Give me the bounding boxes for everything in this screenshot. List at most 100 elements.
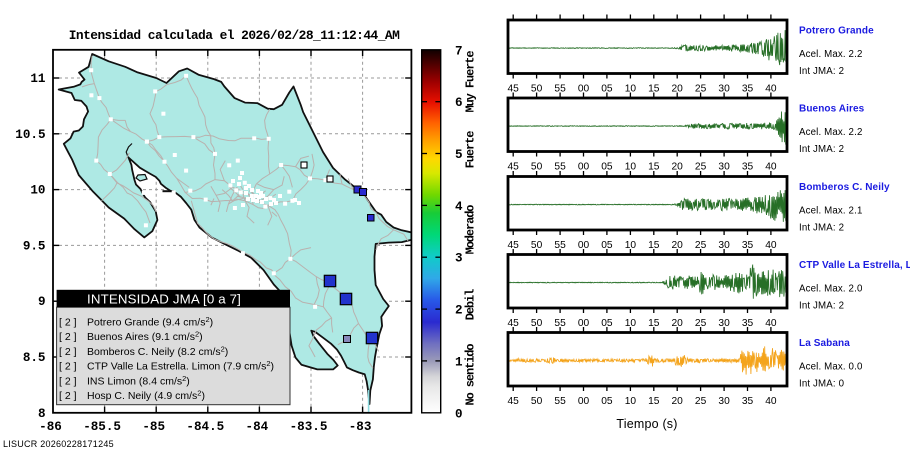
svg-text:15: 15 bbox=[648, 318, 660, 329]
svg-text:45: 45 bbox=[508, 161, 520, 172]
svg-text:INTENSIDAD JMA [0 a 7]: INTENSIDAD JMA [0 a 7] bbox=[87, 292, 241, 307]
svg-text:[ 2 ]: [ 2 ] bbox=[59, 361, 77, 373]
svg-text:-85: -85 bbox=[142, 420, 165, 434]
svg-text:50: 50 bbox=[531, 161, 543, 172]
svg-text:Potrero Grande: Potrero Grande bbox=[799, 25, 874, 36]
svg-text:45: 45 bbox=[508, 396, 520, 407]
svg-text:[ 2 ]: [ 2 ] bbox=[59, 317, 77, 329]
svg-text:Acel. Max. 2.2: Acel. Max. 2.2 bbox=[799, 127, 862, 138]
svg-text:Buenos Aires: Buenos Aires bbox=[799, 103, 865, 114]
svg-text:40: 40 bbox=[765, 240, 777, 251]
svg-text:Int JMA: 0: Int JMA: 0 bbox=[799, 379, 845, 390]
svg-text:-86: -86 bbox=[39, 420, 62, 434]
svg-text:1: 1 bbox=[455, 355, 463, 369]
svg-text:2: 2 bbox=[455, 304, 463, 318]
svg-text:6: 6 bbox=[455, 96, 463, 110]
svg-text:9: 9 bbox=[38, 295, 46, 309]
svg-text:-83.5: -83.5 bbox=[290, 420, 328, 434]
svg-text:11: 11 bbox=[30, 72, 46, 86]
svg-text:25: 25 bbox=[695, 318, 707, 329]
svg-text:10: 10 bbox=[625, 240, 637, 251]
svg-text:15: 15 bbox=[648, 83, 660, 94]
svg-text:10: 10 bbox=[625, 83, 637, 94]
svg-text:05: 05 bbox=[601, 161, 613, 172]
svg-text:55: 55 bbox=[554, 240, 566, 251]
svg-text:Acel. Max. 2.0: Acel. Max. 2.0 bbox=[799, 283, 863, 294]
svg-text:Tiempo (s): Tiempo (s) bbox=[616, 417, 677, 431]
svg-text:[ 2 ]: [ 2 ] bbox=[59, 390, 77, 402]
svg-text:55: 55 bbox=[554, 83, 566, 94]
svg-text:Intensidad calculada el 2026/0: Intensidad calculada el 2026/02/28_11:12… bbox=[69, 28, 400, 43]
svg-text:7: 7 bbox=[455, 44, 463, 58]
svg-text:5: 5 bbox=[455, 148, 463, 162]
svg-text:Int JMA: 2: Int JMA: 2 bbox=[799, 223, 844, 234]
svg-text:00: 00 bbox=[578, 83, 590, 94]
svg-text:3: 3 bbox=[455, 252, 463, 266]
svg-text:00: 00 bbox=[578, 396, 590, 407]
svg-text:10: 10 bbox=[30, 184, 45, 198]
svg-text:20: 20 bbox=[672, 83, 684, 94]
svg-text:35: 35 bbox=[742, 318, 754, 329]
svg-text:25: 25 bbox=[695, 83, 707, 94]
svg-text:9.5: 9.5 bbox=[23, 239, 46, 253]
svg-text:-84: -84 bbox=[246, 420, 269, 434]
svg-text:35: 35 bbox=[742, 396, 754, 407]
svg-text:50: 50 bbox=[531, 240, 543, 251]
svg-text:Acel. Max. 2.1: Acel. Max. 2.1 bbox=[799, 205, 862, 216]
svg-text:Acel. Max. 2.2: Acel. Max. 2.2 bbox=[799, 49, 862, 60]
svg-text:35: 35 bbox=[742, 240, 754, 251]
svg-text:Int JMA: 2: Int JMA: 2 bbox=[799, 301, 844, 312]
svg-text:55: 55 bbox=[554, 161, 566, 172]
svg-text:25: 25 bbox=[695, 396, 707, 407]
svg-text:35: 35 bbox=[742, 161, 754, 172]
svg-text:Int JMA: 2: Int JMA: 2 bbox=[799, 66, 844, 77]
svg-text:Bomberos C. Neily (8.2 cm/s2): Bomberos C. Neily (8.2 cm/s2) bbox=[87, 344, 228, 358]
svg-text:Hosp C. Neily (4.9 cm/s2): Hosp C. Neily (4.9 cm/s2) bbox=[87, 389, 205, 403]
svg-text:8: 8 bbox=[38, 407, 46, 421]
svg-text:CTP Valle La Estrella, L: CTP Valle La Estrella, L bbox=[799, 260, 910, 271]
svg-text:10.5: 10.5 bbox=[15, 128, 45, 142]
svg-text:Fuerte: Fuerte bbox=[464, 131, 478, 169]
svg-text:Debil: Debil bbox=[464, 289, 478, 320]
svg-text:00: 00 bbox=[578, 161, 590, 172]
svg-text:45: 45 bbox=[508, 83, 520, 94]
svg-text:05: 05 bbox=[601, 318, 613, 329]
svg-text:50: 50 bbox=[531, 83, 543, 94]
svg-text:LISUCR 20260228171245: LISUCR 20260228171245 bbox=[3, 439, 114, 449]
svg-text:[ 2 ]: [ 2 ] bbox=[59, 346, 77, 358]
svg-text:No sentido: No sentido bbox=[464, 344, 478, 406]
svg-text:-83: -83 bbox=[349, 420, 372, 434]
svg-text:Muy Fuerte: Muy Fuerte bbox=[464, 51, 478, 113]
svg-text:45: 45 bbox=[508, 240, 520, 251]
svg-text:20: 20 bbox=[672, 240, 684, 251]
svg-text:[ 2 ]: [ 2 ] bbox=[59, 375, 77, 387]
svg-text:CTP Valle La Estrella. Limon (: CTP Valle La Estrella. Limon (7.9 cm/s2) bbox=[87, 359, 274, 373]
svg-text:35: 35 bbox=[742, 83, 754, 94]
svg-text:55: 55 bbox=[554, 396, 566, 407]
svg-text:15: 15 bbox=[648, 240, 660, 251]
svg-text:05: 05 bbox=[601, 396, 613, 407]
svg-text:15: 15 bbox=[648, 161, 660, 172]
svg-text:20: 20 bbox=[672, 318, 684, 329]
svg-text:15: 15 bbox=[648, 396, 660, 407]
svg-text:40: 40 bbox=[765, 83, 777, 94]
svg-text:4: 4 bbox=[455, 200, 463, 214]
svg-text:Potrero Grande (9.4 cm/s2): Potrero Grande (9.4 cm/s2) bbox=[87, 315, 213, 329]
svg-text:10: 10 bbox=[625, 161, 637, 172]
svg-text:Moderado: Moderado bbox=[464, 205, 478, 255]
svg-text:20: 20 bbox=[672, 396, 684, 407]
svg-text:25: 25 bbox=[695, 240, 707, 251]
svg-text:30: 30 bbox=[718, 318, 730, 329]
svg-text:00: 00 bbox=[578, 318, 590, 329]
svg-text:30: 30 bbox=[718, 83, 730, 94]
svg-text:25: 25 bbox=[695, 161, 707, 172]
svg-text:30: 30 bbox=[718, 161, 730, 172]
svg-text:La Sabana: La Sabana bbox=[799, 338, 850, 349]
svg-text:05: 05 bbox=[601, 240, 613, 251]
svg-text:10: 10 bbox=[625, 396, 637, 407]
svg-text:00: 00 bbox=[578, 240, 590, 251]
svg-text:-84.5: -84.5 bbox=[186, 420, 224, 434]
svg-text:Buenos Aires (9.1 cm/s2): Buenos Aires (9.1 cm/s2) bbox=[87, 330, 203, 344]
svg-text:Acel. Max. 0.0: Acel. Max. 0.0 bbox=[799, 361, 863, 372]
svg-text:INS Limon (8.4 cm/s2): INS Limon (8.4 cm/s2) bbox=[87, 374, 190, 388]
